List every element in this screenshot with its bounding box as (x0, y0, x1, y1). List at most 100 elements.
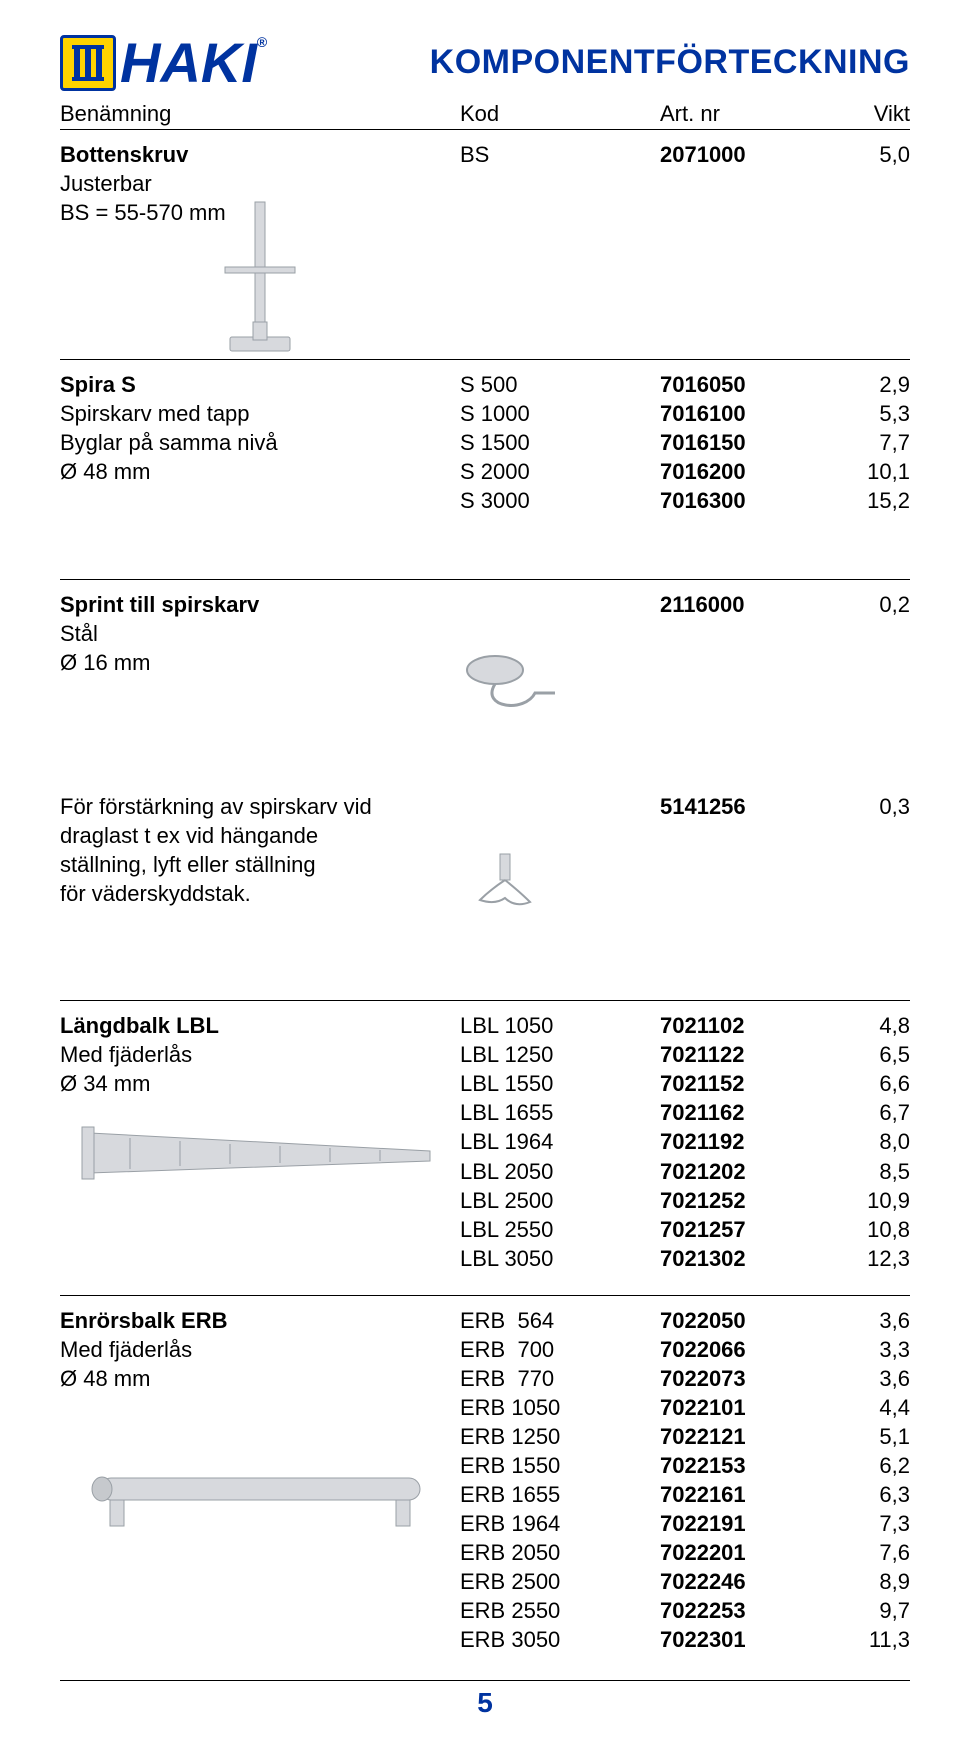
table-row: ERB 165570221616,3 (460, 1480, 910, 1509)
cell-kod: LBL 2050 (460, 1157, 660, 1186)
cell-art: 7021252 (660, 1186, 830, 1215)
cell-art: 7021162 (660, 1098, 830, 1127)
cell-art: 2071000 (660, 140, 830, 169)
cell-kod: ERB 564 (460, 1306, 660, 1335)
section-rows: LBL 105070211024,8LBL 125070211226,5LBL … (460, 1011, 910, 1272)
cell-art: 7016200 (660, 457, 830, 486)
cell-art: 7021257 (660, 1215, 830, 1244)
page-header: HAKI® KOMPONENTFÖRTECKNING (60, 30, 910, 95)
cell-art: 7021152 (660, 1069, 830, 1098)
cell-kod: ERB 2500 (460, 1567, 660, 1596)
cell-art: 7022073 (660, 1364, 830, 1393)
cell-vikt: 8,5 (830, 1157, 910, 1186)
product-title: Enrörsbalk ERB (60, 1306, 460, 1335)
brand-logo-mark (60, 35, 116, 91)
cell-kod: LBL 1250 (460, 1040, 660, 1069)
bottenskruv-icon (195, 197, 325, 367)
sprint-chain-icon (460, 850, 570, 920)
cell-art: 7021302 (660, 1244, 830, 1273)
product-desc-line: Ø 34 mm (60, 1069, 460, 1098)
cell-vikt: 5,0 (830, 140, 910, 169)
cell-kod: ERB 700 (460, 1335, 660, 1364)
table-row: S 150070161507,7 (460, 428, 910, 457)
product-desc-line: För förstärkning av spirskarv vid (60, 792, 460, 821)
section-spira: Spira S Spirskarv med tapp Byglar på sam… (60, 360, 910, 580)
cell-art: 7022161 (660, 1480, 830, 1509)
product-desc-line: ställning, lyft eller ställning (60, 850, 460, 879)
col-header-name: Benämning (60, 101, 460, 127)
table-row: ERB 155070221536,2 (460, 1451, 910, 1480)
product-title: Längdbalk LBL (60, 1011, 460, 1040)
section-rows: 2116000 0,2 (460, 590, 910, 776)
sprint-row-a: Sprint till spirskarv Stål Ø 16 mm 21160… (60, 590, 910, 776)
cell-art: 2116000 (660, 590, 830, 776)
cell-kod: ERB 2050 (460, 1538, 660, 1567)
table-row: ERB 105070221014,4 (460, 1393, 910, 1422)
erb-tube-icon (80, 1428, 440, 1548)
cell-vikt: 6,3 (830, 1480, 910, 1509)
sprint-row-b: För förstärkning av spirskarv vid dragla… (60, 792, 910, 978)
cell-vikt: 7,3 (830, 1509, 910, 1538)
cell-vikt: 5,1 (830, 1422, 910, 1451)
table-row: LBL 105070211024,8 (460, 1011, 910, 1040)
cell-kod (460, 590, 660, 776)
section-left: Spira S Spirskarv med tapp Byglar på sam… (60, 370, 460, 486)
table-row: ERB 125070221215,1 (460, 1422, 910, 1451)
lbl-beam-icon (80, 1113, 440, 1193)
cell-kod: LBL 2500 (460, 1186, 660, 1215)
cell-kod: ERB 1250 (460, 1422, 660, 1451)
cell-kod: ERB 1050 (460, 1393, 660, 1422)
table-row: 5141256 0,3 (460, 792, 910, 978)
brand-logo: HAKI® (60, 30, 267, 95)
cell-art: 7022101 (660, 1393, 830, 1422)
cell-vikt: 3,6 (830, 1306, 910, 1335)
cell-kod: S 3000 (460, 486, 660, 515)
section-rows: S 50070160502,9S 100070161005,3S 1500701… (460, 370, 910, 515)
table-row: BS 2071000 5,0 (460, 140, 910, 169)
cell-art: 7016300 (660, 486, 830, 515)
table-row: ERB 56470220503,6 (460, 1306, 910, 1335)
table-row: ERB 250070222468,9 (460, 1567, 910, 1596)
col-header-art: Art. nr (660, 101, 830, 127)
cell-kod: S 1000 (460, 399, 660, 428)
cell-art: 7016100 (660, 399, 830, 428)
table-row: LBL 155070211526,6 (460, 1069, 910, 1098)
section-left: Enrörsbalk ERB Med fjäderlås Ø 48 mm (60, 1306, 460, 1583)
product-title: Sprint till spirskarv (60, 590, 460, 619)
table-row: LBL 165570211626,7 (460, 1098, 910, 1127)
cell-art: 7016050 (660, 370, 830, 399)
cell-vikt: 2,9 (830, 370, 910, 399)
cell-vikt: 6,2 (830, 1451, 910, 1480)
column-headers: Benämning Kod Art. nr Vikt (60, 101, 910, 130)
table-row: LBL 3050702130212,3 (460, 1244, 910, 1273)
cell-vikt: 8,9 (830, 1567, 910, 1596)
section-rows: BS 2071000 5,0 (460, 140, 910, 169)
footer-rule (60, 1680, 910, 1681)
cell-kod: LBL 1550 (460, 1069, 660, 1098)
table-row: ERB 70070220663,3 (460, 1335, 910, 1364)
cell-vikt: 4,8 (830, 1011, 910, 1040)
cell-vikt: 10,1 (830, 457, 910, 486)
product-desc-line: Ø 48 mm (60, 1364, 460, 1393)
cell-vikt: 10,8 (830, 1215, 910, 1244)
cell-kod: LBL 2550 (460, 1215, 660, 1244)
table-row: LBL 196470211928,0 (460, 1127, 910, 1156)
cell-vikt: 5,3 (830, 399, 910, 428)
product-illustration (60, 1098, 460, 1208)
brand-reg-mark: ® (257, 34, 267, 50)
cell-kod (460, 792, 660, 978)
cell-kod: LBL 3050 (460, 1244, 660, 1273)
product-illustration (60, 1393, 460, 1583)
cell-art: 7022301 (660, 1625, 830, 1654)
table-row: S 100070161005,3 (460, 399, 910, 428)
cell-vikt: 15,2 (830, 486, 910, 515)
product-desc-line: Med fjäderlås (60, 1335, 460, 1364)
cell-vikt: 3,3 (830, 1335, 910, 1364)
cell-kod: S 1500 (460, 428, 660, 457)
cell-art: 7022191 (660, 1509, 830, 1538)
product-desc-line: Ø 16 mm (60, 648, 460, 677)
cell-art: 7022050 (660, 1306, 830, 1335)
table-row: ERB 205070222017,6 (460, 1538, 910, 1567)
cell-vikt: 4,4 (830, 1393, 910, 1422)
table-row: LBL 2550702125710,8 (460, 1215, 910, 1244)
